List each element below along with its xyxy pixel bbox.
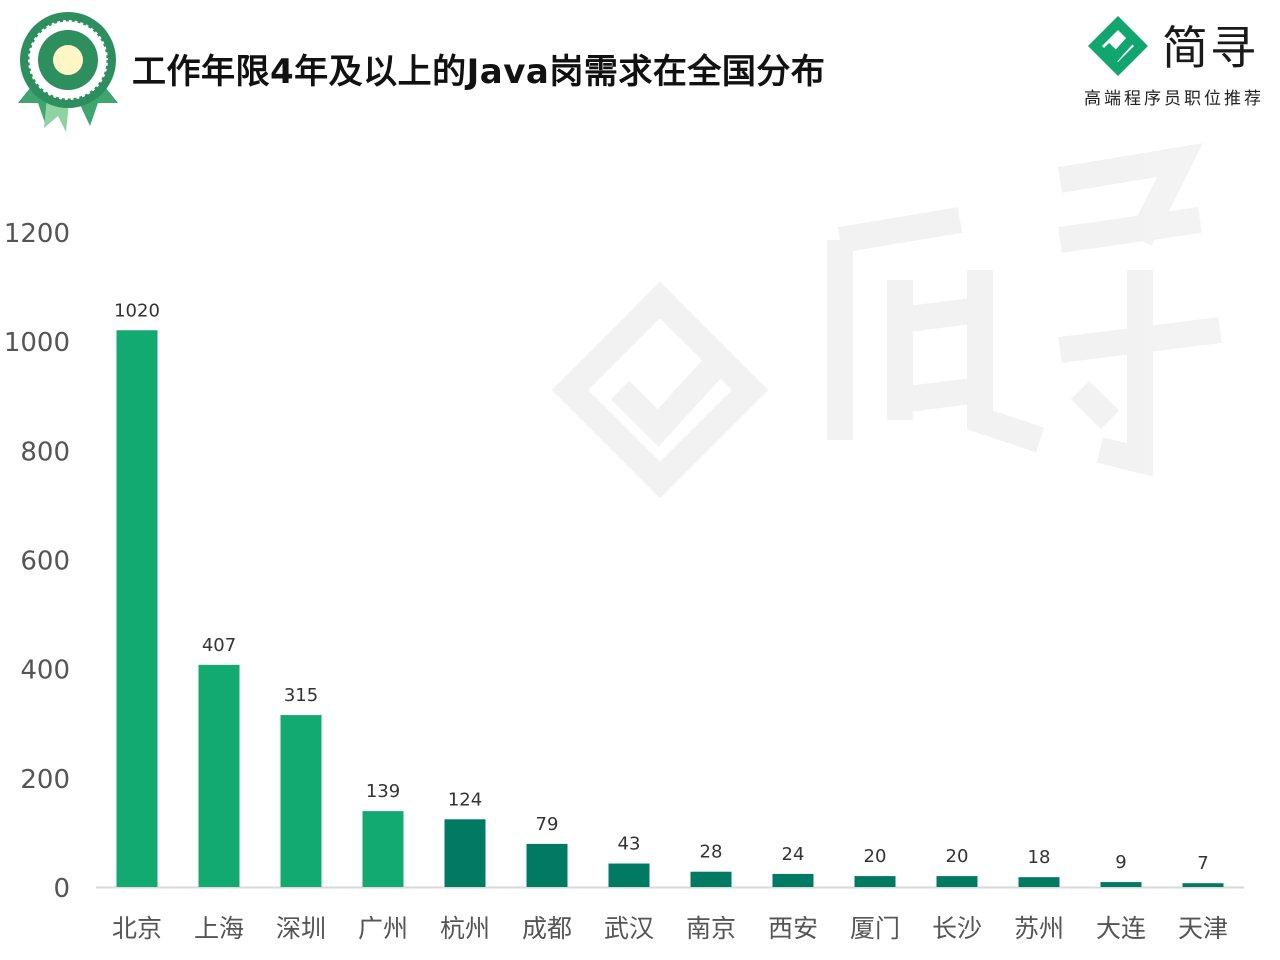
bar xyxy=(936,876,978,887)
x-tick-label: 武汉 xyxy=(604,914,654,943)
data-label: 20 xyxy=(946,846,969,867)
bar xyxy=(608,863,650,887)
data-label: 7 xyxy=(1197,853,1208,874)
x-tick-label: 苏州 xyxy=(1014,914,1064,943)
bar xyxy=(1182,883,1224,887)
data-label: 43 xyxy=(618,834,641,855)
data-label: 18 xyxy=(1028,847,1051,868)
x-tick-label: 北京 xyxy=(112,914,162,943)
y-tick-label: 1000 xyxy=(4,328,70,358)
brand-tagline: 高端程序员职位推荐 xyxy=(1084,89,1264,109)
bar xyxy=(444,819,486,887)
x-tick-label: 长沙 xyxy=(932,914,982,943)
data-label: 20 xyxy=(864,846,887,867)
x-tick-label: 杭州 xyxy=(440,914,490,943)
bar xyxy=(198,664,240,887)
page-title: 工作年限4年及以上的Java岗需求在全国分布 xyxy=(132,52,826,92)
data-label: 1020 xyxy=(114,300,160,321)
y-tick-label: 800 xyxy=(20,437,70,467)
data-label: 24 xyxy=(782,844,805,865)
award-ribbon-icon xyxy=(18,12,118,132)
bar xyxy=(280,715,322,887)
brand-logo: 简寻 高端程序员职位推荐 xyxy=(1082,10,1278,110)
data-label: 124 xyxy=(448,789,482,810)
data-label: 28 xyxy=(700,842,723,863)
bar xyxy=(690,871,732,887)
x-tick-label: 西安 xyxy=(768,914,818,943)
x-tick-label: 成都 xyxy=(522,914,572,943)
bar xyxy=(362,811,404,887)
y-tick-label: 600 xyxy=(20,547,70,577)
y-tick-label: 0 xyxy=(53,874,70,904)
data-label: 79 xyxy=(536,814,559,835)
data-label: 139 xyxy=(366,781,400,802)
y-tick-label: 200 xyxy=(20,765,70,795)
x-tick-label: 天津 xyxy=(1178,914,1228,943)
x-tick-label: 上海 xyxy=(194,914,244,943)
bar xyxy=(116,330,158,887)
data-label: 315 xyxy=(284,685,318,706)
bar xyxy=(526,843,568,887)
x-tick-label: 大连 xyxy=(1096,914,1146,943)
y-tick-label: 1200 xyxy=(4,219,70,249)
x-tick-label: 厦门 xyxy=(850,914,900,943)
checkmark-logo-icon xyxy=(1088,16,1148,76)
x-tick-label: 广州 xyxy=(358,914,408,943)
data-label: 9 xyxy=(1115,852,1126,873)
x-tick-label: 南京 xyxy=(686,914,736,943)
bar xyxy=(854,876,896,887)
brand-watermark-icon xyxy=(551,142,1222,499)
bar xyxy=(1100,882,1142,887)
bar xyxy=(1018,877,1060,887)
x-tick-label: 深圳 xyxy=(276,914,326,943)
bar xyxy=(772,873,814,887)
brand-name: 简寻 xyxy=(1162,21,1258,75)
y-tick-label: 400 xyxy=(20,656,70,686)
data-label: 407 xyxy=(202,635,236,656)
